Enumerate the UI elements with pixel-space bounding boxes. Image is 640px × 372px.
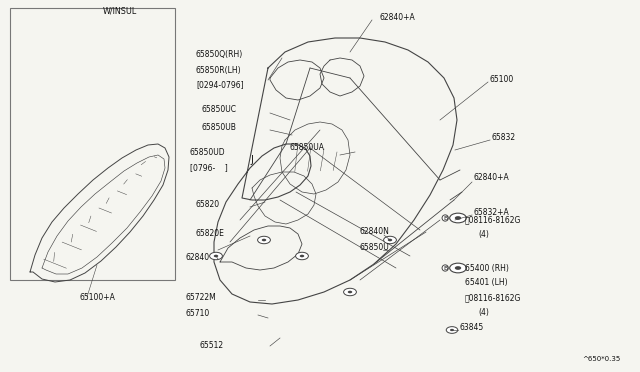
Text: J: J — [250, 155, 253, 165]
Text: (4): (4) — [478, 230, 489, 238]
Circle shape — [450, 263, 467, 273]
Text: 65850R(LH): 65850R(LH) — [196, 65, 242, 74]
Text: 62840+A: 62840+A — [474, 173, 509, 183]
Text: 65100+A: 65100+A — [79, 293, 115, 302]
Text: 65832+A: 65832+A — [474, 208, 509, 217]
Text: 65820E: 65820E — [196, 230, 225, 238]
Text: 65100: 65100 — [490, 76, 515, 84]
Text: 65850UA: 65850UA — [290, 144, 325, 153]
Circle shape — [450, 329, 454, 331]
Circle shape — [210, 252, 223, 260]
Text: 65820: 65820 — [196, 201, 220, 209]
Text: 65401 (LH): 65401 (LH) — [465, 279, 508, 288]
Text: [0294-0796]: [0294-0796] — [196, 80, 244, 90]
Text: 65850Q(RH): 65850Q(RH) — [196, 51, 243, 60]
Circle shape — [344, 288, 356, 296]
Text: 65512: 65512 — [200, 340, 224, 350]
Text: 65850UC: 65850UC — [202, 106, 237, 115]
Text: ^650*0.35: ^650*0.35 — [582, 356, 621, 362]
Circle shape — [262, 239, 266, 241]
Circle shape — [214, 255, 218, 257]
Text: (4): (4) — [478, 308, 489, 317]
Circle shape — [455, 266, 461, 270]
Text: B: B — [443, 266, 447, 270]
Text: 65850UD: 65850UD — [190, 148, 226, 157]
Circle shape — [446, 327, 458, 333]
Text: 62840N: 62840N — [360, 228, 390, 237]
Circle shape — [300, 255, 304, 257]
Circle shape — [296, 252, 308, 260]
Text: Ⓑ08116-8162G: Ⓑ08116-8162G — [465, 215, 522, 224]
Circle shape — [450, 213, 467, 223]
Text: 62840: 62840 — [185, 253, 209, 263]
Text: 65710: 65710 — [185, 310, 209, 318]
Circle shape — [258, 236, 270, 244]
Text: 65850U: 65850U — [360, 244, 390, 253]
Text: 65832: 65832 — [492, 134, 516, 142]
Circle shape — [388, 239, 392, 241]
Text: [0796-    ]: [0796- ] — [190, 164, 228, 173]
Text: 63845: 63845 — [460, 324, 484, 333]
Text: 65850UB: 65850UB — [202, 124, 237, 132]
Circle shape — [383, 236, 396, 244]
Text: 65400 (RH): 65400 (RH) — [465, 263, 509, 273]
Text: B: B — [443, 215, 447, 221]
Bar — [10, 8, 175, 280]
Circle shape — [348, 291, 352, 293]
Text: 65722M: 65722M — [185, 294, 216, 302]
Text: 62840+A: 62840+A — [380, 13, 416, 22]
Text: W/INSUL: W/INSUL — [103, 7, 137, 16]
Circle shape — [455, 216, 461, 220]
Text: Ⓑ08116-8162G: Ⓑ08116-8162G — [465, 294, 522, 302]
